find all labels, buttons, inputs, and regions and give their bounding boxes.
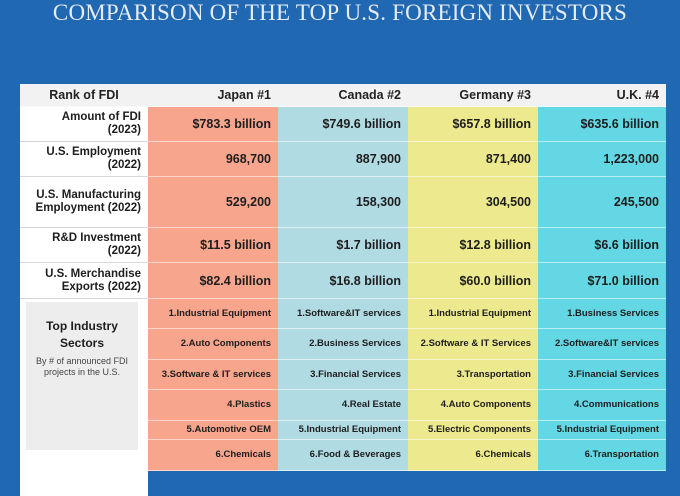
row-label-rd-investment: R&D Investment (2022) xyxy=(20,228,148,263)
value-cell: 968,700 xyxy=(148,142,278,177)
value-cell: $11.5 billion xyxy=(148,228,278,263)
value-cell: $635.6 billion xyxy=(538,107,666,142)
value-cell: 304,500 xyxy=(408,177,538,228)
sector-cell: 6.Chemicals xyxy=(148,440,278,471)
sector-cell: 3.Software & IT services xyxy=(148,360,278,390)
value-cell: 887,900 xyxy=(278,142,408,177)
sector-cell: 1.Industrial Equipment xyxy=(408,299,538,329)
row-label-us-merchandise-exports: U.S. Merchandise Exports (2022) xyxy=(20,263,148,299)
value-cell: $6.6 billion xyxy=(538,228,666,263)
sector-cell: 6.Chemicals xyxy=(408,440,538,471)
page-title: COMPARISON OF THE TOP U.S. FOREIGN INVES… xyxy=(52,0,628,25)
sector-cell: 3.Financial Services xyxy=(278,360,408,390)
value-cell: $1.7 billion xyxy=(278,228,408,263)
value-cell: $82.4 billion xyxy=(148,263,278,299)
header-rank-of-fdi: Rank of FDI xyxy=(20,84,148,107)
comparison-table: Rank of FDI Japan #1 Canada #2 Germany #… xyxy=(20,84,666,496)
header-uk: U.K. #4 xyxy=(538,84,666,107)
sector-cell: 6.Transportation xyxy=(538,440,666,471)
sector-cell: 4.Real Estate xyxy=(278,390,408,421)
sectors-label-block: Top Industry Sectors By # of announced F… xyxy=(20,299,148,496)
header-canada: Canada #2 xyxy=(278,84,408,107)
row-label-us-employment: U.S. Employment (2022) xyxy=(20,142,148,177)
sector-cell: 3.Transportation xyxy=(408,360,538,390)
sector-cell: 6.Food & Beverages xyxy=(278,440,408,471)
header-japan: Japan #1 xyxy=(148,84,278,107)
value-cell: 1,223,000 xyxy=(538,142,666,177)
sector-cell: 4.Communications xyxy=(538,390,666,421)
sector-cell: 4.Auto Components xyxy=(408,390,538,421)
value-cell: $16.8 billion xyxy=(278,263,408,299)
sectors-subtitle: By # of announced FDI projects in the U.… xyxy=(35,356,129,377)
sectors-title: Top Industry Sectors xyxy=(46,319,118,350)
sectors-label-panel: Top Industry Sectors By # of announced F… xyxy=(26,302,138,450)
sector-cell: 5.Industrial Equipment xyxy=(538,421,666,440)
sector-cell: 1.Business Services xyxy=(538,299,666,329)
sector-cell: 5.Industrial Equipment xyxy=(278,421,408,440)
sector-cell: 1.Industrial Equipment xyxy=(148,299,278,329)
value-cell: $657.8 billion xyxy=(408,107,538,142)
value-cell: 529,200 xyxy=(148,177,278,228)
value-cell: $60.0 billion xyxy=(408,263,538,299)
sector-cell: 2.Software & IT Services xyxy=(408,329,538,360)
value-cell: $783.3 billion xyxy=(148,107,278,142)
header-germany: Germany #3 xyxy=(408,84,538,107)
sector-cell: 3.Financial Services xyxy=(538,360,666,390)
sector-cell: 1.Software&IT services xyxy=(278,299,408,329)
value-cell: $71.0 billion xyxy=(538,263,666,299)
value-cell: $749.6 billion xyxy=(278,107,408,142)
sector-cell: 2.Business Services xyxy=(278,329,408,360)
sector-cell: 2.Auto Components xyxy=(148,329,278,360)
sector-cell: 5.Electric Components xyxy=(408,421,538,440)
value-cell: 158,300 xyxy=(278,177,408,228)
sector-cell: 5.Automotive OEM xyxy=(148,421,278,440)
value-cell: 245,500 xyxy=(538,177,666,228)
sector-cell: 4.Plastics xyxy=(148,390,278,421)
sector-cell: 2.Software&IT services xyxy=(538,329,666,360)
row-label-us-manufacturing-employment: U.S. Manufacturing Employment (2022) xyxy=(20,177,148,228)
row-label-amount-of-fdi: Amount of FDI (2023) xyxy=(20,107,148,142)
value-cell: $12.8 billion xyxy=(408,228,538,263)
value-cell: 871,400 xyxy=(408,142,538,177)
